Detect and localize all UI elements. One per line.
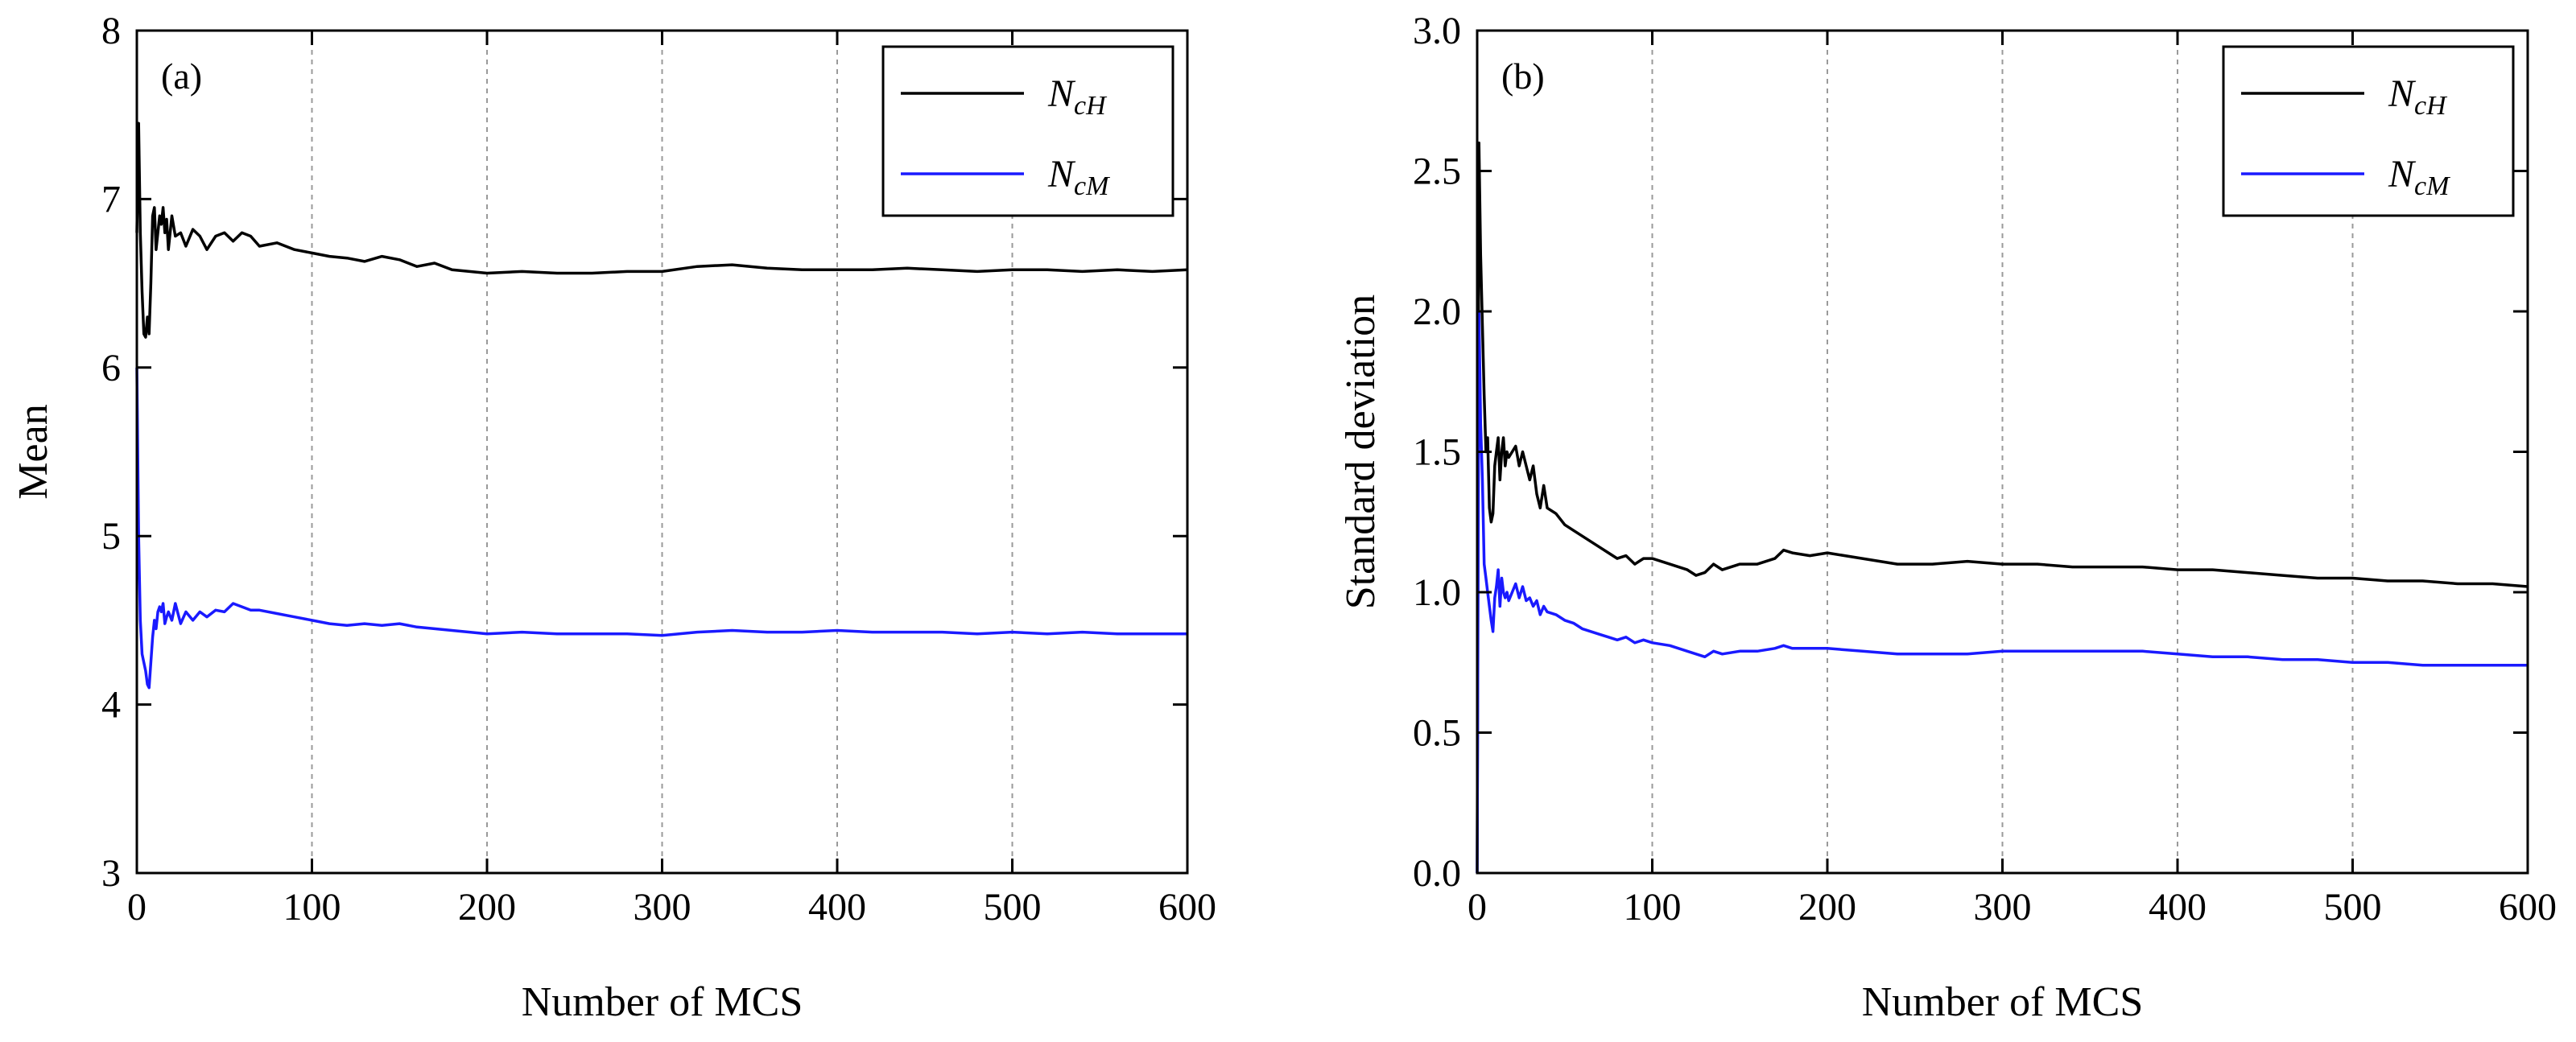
panel-b-xtick-label: 0 bbox=[1468, 886, 1487, 929]
panel-a-legend-label-ncm: NcM bbox=[1047, 153, 1110, 201]
panel-a-ytick-label: 3 bbox=[101, 852, 121, 895]
panel-a-legend-ncm-main: N bbox=[1047, 153, 1076, 196]
panel-b-ytick-label: 1.5 bbox=[1413, 431, 1461, 474]
panel-a-legend-nch-sub: cH bbox=[1074, 91, 1108, 121]
panel-a-legend-box bbox=[881, 45, 1174, 217]
panel-b-ytick-label: 3.0 bbox=[1413, 10, 1461, 52]
panel-b-legend-nch-sub: cH bbox=[2414, 91, 2448, 121]
panel-a-xtick-label: 100 bbox=[283, 886, 341, 929]
panel-b-xtick-label: 200 bbox=[1798, 886, 1856, 929]
panel-b-ticks: 0 100 200 300 400 500 600 0.0 0.5 1.0 1.5 2.0 2.5 3.0 bbox=[1413, 10, 2557, 929]
panel-a-label: (a) bbox=[161, 56, 202, 97]
panel-b-series-nch-line bbox=[1476, 141, 2529, 874]
panel-a-series-nch-line bbox=[135, 121, 1188, 339]
panel-a-ytick-label: 6 bbox=[101, 347, 121, 389]
panel-b-ytick-label: 0.0 bbox=[1413, 852, 1461, 895]
panel-b-legend-box bbox=[2222, 45, 2515, 217]
panel-b-xtick-label: 100 bbox=[1624, 886, 1682, 929]
panel-a-legend-label-nch: NcH bbox=[1047, 72, 1108, 121]
panel-b-ytick-label: 1.0 bbox=[1413, 571, 1461, 614]
panel-b-xtick-label: 500 bbox=[2324, 886, 2382, 929]
panel-b-ytick-label: 2.0 bbox=[1413, 290, 1461, 333]
panel-a-xtick-label: 0 bbox=[127, 886, 147, 929]
panel-b-xtick-label: 600 bbox=[2499, 886, 2557, 929]
panel-a-xtick-label: 500 bbox=[984, 886, 1042, 929]
panel-a-legend: NcH NcM bbox=[881, 45, 1174, 217]
panel-b-y-axis-label: Standard deviation bbox=[1338, 294, 1384, 609]
panel-b-xtick-label: 400 bbox=[2149, 886, 2207, 929]
panel-a-series-ncm-line bbox=[135, 367, 1187, 690]
panel-a-ticks: 0 100 200 300 400 500 600 3 4 5 6 7 8 bbox=[101, 10, 1216, 929]
panel-b-series bbox=[1476, 141, 2529, 874]
panel-b-ytick-label: 0.5 bbox=[1413, 712, 1461, 755]
panel-b-ytick-label: 2.5 bbox=[1413, 150, 1461, 193]
panel-b-legend-label-nch: NcH bbox=[2388, 72, 2448, 121]
panel-b-legend-label-ncm: NcM bbox=[2388, 153, 2450, 201]
panel-a-x-axis-label: Number of MCS bbox=[522, 979, 803, 1025]
panel-a-ytick-label: 5 bbox=[101, 515, 121, 558]
panel-b-legend-ncm-main: N bbox=[2388, 153, 2417, 196]
panel-a: 0 100 200 300 400 500 600 3 4 5 6 7 8 (a) Number of … bbox=[10, 10, 1216, 1025]
panel-a-legend-ncm-sub: cM bbox=[1074, 171, 1110, 201]
panel-b-legend-ncm-sub: cM bbox=[2414, 171, 2450, 201]
panel-a-legend-nch-main: N bbox=[1047, 72, 1076, 115]
panel-b-legend: NcH NcM bbox=[2222, 45, 2515, 217]
panel-b-series-ncm-line bbox=[1476, 310, 2528, 874]
panel-a-ytick-label: 4 bbox=[101, 684, 121, 727]
panel-b-x-axis-label: Number of MCS bbox=[1862, 979, 2144, 1025]
panel-b-legend-nch-main: N bbox=[2388, 72, 2417, 115]
panel-b: 0 100 200 300 400 500 600 0.0 0.5 1.0 1.5 2.0 2.5 3.0… bbox=[1338, 10, 2557, 1025]
panel-a-y-axis-label: Mean bbox=[10, 404, 56, 499]
panel-a-ytick-label: 8 bbox=[101, 10, 121, 52]
panel-b-label: (b) bbox=[1501, 56, 1545, 97]
panel-a-xtick-label: 600 bbox=[1158, 886, 1216, 929]
panel-a-xtick-label: 400 bbox=[808, 886, 866, 929]
panel-b-xtick-label: 300 bbox=[1974, 886, 2032, 929]
panel-a-series bbox=[135, 121, 1188, 690]
panel-a-xtick-label: 200 bbox=[458, 886, 516, 929]
panel-a-ytick-label: 7 bbox=[101, 178, 121, 220]
panel-a-xtick-label: 300 bbox=[634, 886, 691, 929]
